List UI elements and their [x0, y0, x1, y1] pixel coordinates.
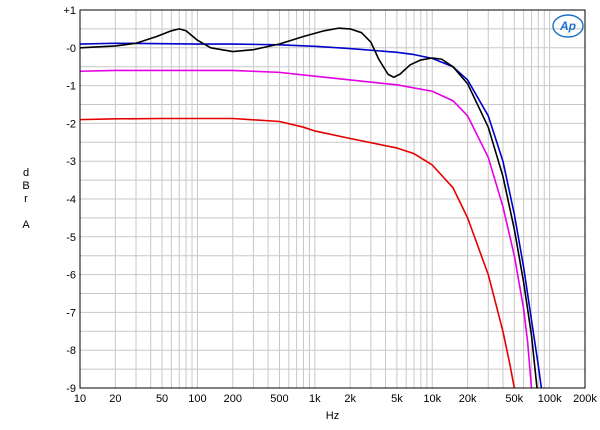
y-tick-label: -7	[66, 307, 76, 319]
x-axis-label: Hz	[326, 410, 339, 422]
plot-frame	[79, 9, 586, 389]
x-tick-label: 50k	[505, 393, 523, 405]
series-line-2	[79, 27, 538, 389]
y-tick-label: -0	[66, 43, 76, 55]
y-axis-label-char: r	[24, 193, 28, 205]
y-tick-label: -5	[66, 232, 76, 244]
series-layer	[79, 27, 543, 389]
y-tick-label: -2	[66, 118, 76, 130]
y-tick-label: +1	[63, 5, 76, 17]
x-tick-label: 100	[188, 393, 206, 405]
y-axis-label-char: d	[23, 167, 29, 179]
x-tick-label: 2k	[344, 393, 356, 405]
x-tick-label: 50	[156, 393, 168, 405]
y-axis-label-char: B	[22, 180, 29, 192]
y-tick-label: -1	[66, 81, 76, 93]
y-tick-label: -4	[66, 194, 76, 206]
y-axis-label: dBr A	[22, 167, 30, 231]
x-tick-label: 200	[224, 393, 242, 405]
x-tick-label: 200k	[573, 393, 597, 405]
x-tick-label: 100k	[538, 393, 562, 405]
series-line-4	[79, 117, 516, 389]
grid	[79, 9, 586, 389]
tick-labels: 10 20 50 100 200 500 1k 2k 5k 10k 20k 50k 100k 200k +1…	[63, 5, 597, 405]
x-tick-label: 20k	[459, 393, 477, 405]
y-tick-label: -8	[66, 345, 76, 357]
y-axis-label-char: A	[22, 219, 30, 231]
x-tick-label: 5k	[391, 393, 403, 405]
x-tick-label: 1k	[309, 393, 321, 405]
y-tick-label: -3	[66, 156, 76, 168]
x-tick-label: 10k	[423, 393, 441, 405]
ap-logo: Ap	[552, 14, 584, 38]
x-tick-label: 20	[109, 393, 121, 405]
ap-logo-text: Ap	[559, 19, 576, 33]
y-tick-label: -9	[66, 383, 76, 395]
x-tick-label: 500	[270, 393, 288, 405]
y-tick-label: -6	[66, 270, 76, 282]
series-line-3	[79, 69, 533, 389]
x-tick-label: 10	[74, 393, 86, 405]
